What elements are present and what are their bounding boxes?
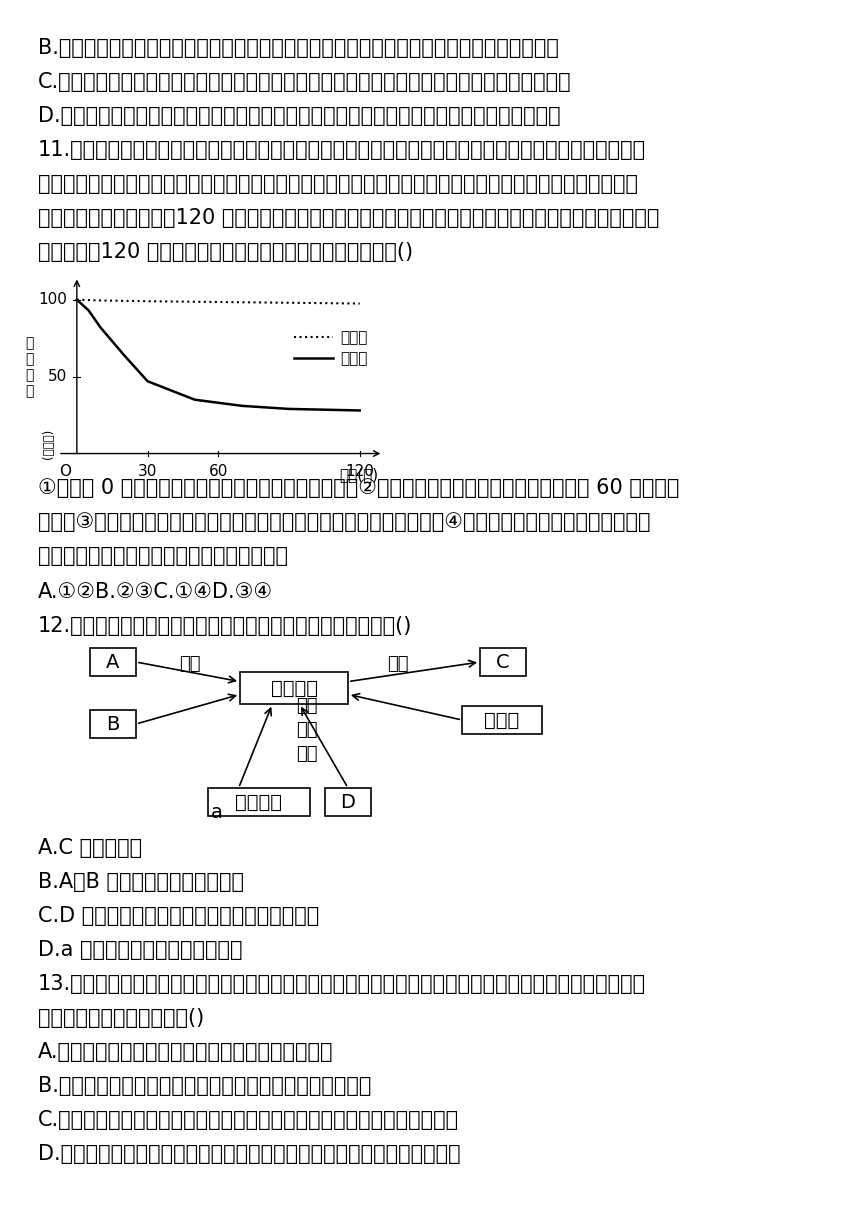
Text: O: O — [59, 465, 71, 479]
实验组 — [119, 348, 129, 362]
Text: 恢复对胰岛素的反应，胰岛素使血糖浓度降低: 恢复对胰岛素的反应，胰岛素使血糖浓度降低 — [38, 546, 288, 565]
实验组 — [189, 393, 200, 407]
Bar — [480, 648, 526, 676]
对照组 — [284, 295, 294, 310]
Text: C.D 通过影响出生率和死亡率进而影响种群密度: C.D 通过影响出生率和死亡率进而影响种群密度 — [38, 906, 319, 927]
对照组 — [354, 297, 365, 311]
对照组 — [95, 293, 106, 308]
Text: C: C — [496, 653, 510, 671]
Text: (相对值): (相对值) — [42, 429, 55, 460]
Text: D.a 的含义是确定种群密度的大小: D.a 的含义是确定种群密度的大小 — [38, 940, 243, 959]
Text: 11.过度肥胖往往造成血糖浓度过高，且血液中胰岛素浓度也偏高。某研究室利用过度肥胖的老鼠进行实验，: 11.过度肥胖往往造成血糖浓度过高，且血液中胰岛素浓度也偏高。某研究室利用过度肥… — [38, 140, 646, 161]
Text: 12.下图是关于种群数量特征的示意图。下列相关叙述正确的是(): 12.下图是关于种群数量特征的示意图。下列相关叙述正确的是() — [38, 617, 413, 636]
Text: 发现阿斯匹林（一种消炎止痛药）可矫正过度肥胖老鼠的生理缺陷。如图中实验组表示过度肥胖老鼠服用阿斯: 发现阿斯匹林（一种消炎止痛药）可矫正过度肥胖老鼠的生理缺陷。如图中实验组表示过度… — [38, 174, 638, 195]
Text: 种群密度: 种群密度 — [271, 679, 317, 698]
Text: B.突然切断咖啡因的供应会突然让大脑留下大量自由受体供腺苷结合，从而产生强烈的疲倦感: B.突然切断咖啡因的供应会突然让大脑留下大量自由受体供腺苷结合，从而产生强烈的疲… — [38, 38, 559, 58]
Text: 100: 100 — [39, 292, 67, 308]
Text: 血
糖
浓
度: 血 糖 浓 度 — [26, 336, 34, 399]
Text: 50: 50 — [48, 370, 67, 384]
实验组 — [237, 399, 247, 413]
Text: B.A、B 分别表示出生率和死亡率: B.A、B 分别表示出生率和死亡率 — [38, 872, 244, 893]
Text: 13.生活在同一群落的各种生物所起的作用是明显不同的，而每一个物种的生态位都同其他物种的生态位明显: 13.生活在同一群落的各种生物所起的作用是明显不同的，而每一个物种的生态位都同其… — [38, 974, 646, 993]
Text: 年龄结构: 年龄结构 — [236, 793, 282, 811]
Text: 时间(分): 时间(分) — [340, 467, 378, 483]
Text: B.群落中的某一物种的生态位不会发生改变，是固定不变的: B.群落中的某一物种的生态位不会发生改变，是固定不变的 — [38, 1076, 372, 1096]
Text: 120: 120 — [345, 465, 374, 479]
Text: 60: 60 — [209, 465, 228, 479]
实验组 — [284, 401, 294, 416]
Text: B: B — [107, 715, 120, 733]
Text: A.①②B.②③C.①④D.③④: A.①②B.②③C.①④D.③④ — [38, 582, 273, 602]
Text: A: A — [107, 653, 120, 671]
Text: 减小: 减小 — [387, 655, 408, 672]
Bar — [90, 710, 136, 738]
Text: 显下降③肥胖老鼠的细胞对胰岛素反应不敏感，胰岛素无法调节血糖浓度④服用阿斯匹林后，肥胖老鼠的细胞: 显下降③肥胖老鼠的细胞对胰岛素反应不敏感，胰岛素无法调节血糖浓度④服用阿斯匹林后… — [38, 512, 650, 533]
Text: 影响
数量
变动: 影响 数量 变动 — [296, 698, 317, 762]
Text: C.除了咖啡因在大脑中引起的变化让人上瘾，喝咖啡产生的积极的感觉也会鼓励人重复这一行为: C.除了咖啡因在大脑中引起的变化让人上瘾，喝咖啡产生的积极的感觉也会鼓励人重复这… — [38, 72, 572, 92]
Text: D: D — [341, 793, 355, 811]
Bar — [240, 672, 348, 704]
对照组 — [143, 294, 153, 309]
Bar — [462, 706, 542, 734]
Text: a: a — [211, 803, 223, 822]
Bar — [90, 648, 136, 676]
Text: D.森林中的乔木、灌木植物之间可以因生态位的不同而达到相对平衡的状态: D.森林中的乔木、灌木植物之间可以因生态位的不同而达到相对平衡的状态 — [38, 1144, 461, 1164]
实验组 — [83, 303, 94, 317]
Legend: 对照组, 实验组: 对照组, 实验组 — [288, 323, 374, 372]
Text: 迁出率: 迁出率 — [484, 710, 519, 730]
对照组 — [71, 292, 82, 306]
Line: 实验组: 实验组 — [77, 299, 359, 411]
Text: ①时间为 0 时，实验组老鼠的血糖浓度明显低于对照组②注射胰岛素后，两组老鼠的血糖浓度在 60 分钟内明: ①时间为 0 时，实验组老鼠的血糖浓度明显低于对照组②注射胰岛素后，两组老鼠的血… — [38, 478, 679, 499]
Text: 的胰岛素，120 分钟内血糖浓度变化曲线。下列叙述正确的是(): 的胰岛素，120 分钟内血糖浓度变化曲线。下列叙述正确的是() — [38, 242, 413, 261]
Bar — [208, 788, 310, 816]
Text: A.C 表示死亡率: A.C 表示死亡率 — [38, 838, 142, 858]
Line: 对照组: 对照组 — [77, 299, 359, 304]
实验组 — [71, 292, 82, 306]
实验组 — [95, 320, 106, 334]
实验组 — [143, 375, 153, 389]
Text: 分开的。下列叙述错误的是(): 分开的。下列叙述错误的是() — [38, 1008, 205, 1028]
Text: A.草原群落中生态位不同的生物可能具有共同的天敌: A.草原群落中生态位不同的生物可能具有共同的天敌 — [38, 1042, 334, 1062]
Text: C.研究植物的生态位需要研究其种群密度和在研究区域内的出现频率等特征: C.研究植物的生态位需要研究其种群密度和在研究区域内的出现频率等特征 — [38, 1110, 459, 1130]
实验组 — [354, 404, 365, 418]
Bar — [325, 788, 371, 816]
Text: D.咖啡因可以防止脑细胞发出累了的信号，同时使你的身体释放其他天然兴奋剂并减弱其效果: D.咖啡因可以防止脑细胞发出累了的信号，同时使你的身体释放其他天然兴奋剂并减弱其… — [38, 106, 561, 126]
Text: 30: 30 — [138, 465, 157, 479]
Text: 增大: 增大 — [179, 655, 200, 672]
Text: 匹林三周后注射胰岛素，120 分钟内血糖浓度变化曲线，对照组表示过度肥胖老鼠未服用阿斯匹林且注射等量: 匹林三周后注射胰岛素，120 分钟内血糖浓度变化曲线，对照组表示过度肥胖老鼠未服… — [38, 208, 660, 229]
对照组 — [213, 294, 224, 309]
